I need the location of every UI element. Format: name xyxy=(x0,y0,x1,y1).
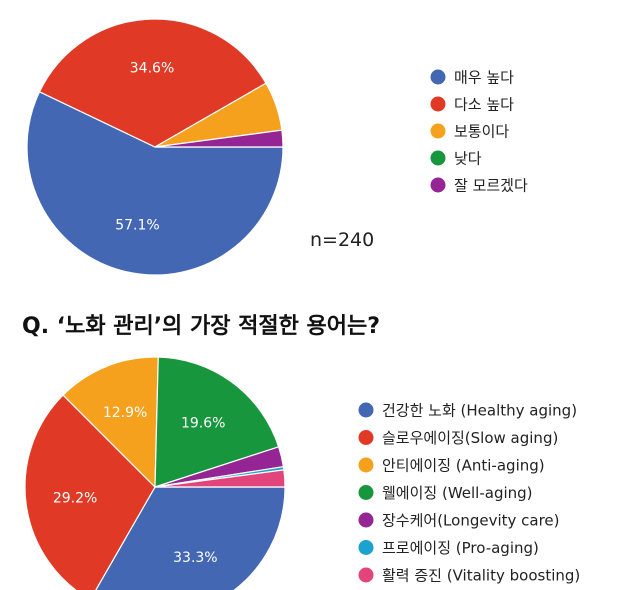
pie2-slice-6 xyxy=(154,469,286,488)
pie1-slice-4 xyxy=(154,129,284,148)
pie-chart-1: 57.1% 34.6% xyxy=(26,18,284,276)
pie2-slice-3 xyxy=(154,356,280,488)
legend1-swatch-2 xyxy=(430,123,446,139)
legend1-swatch-3 xyxy=(430,150,446,166)
pie2-slice-label-0: 33.3% xyxy=(173,550,217,566)
pie1-slice-label-0: 57.1% xyxy=(115,217,159,233)
legend2-label-6: 활력 증진 (Vitality boosting) xyxy=(382,567,580,585)
legend1-swatch-4 xyxy=(430,177,446,193)
legend2-label-1: 슬로우에이징(Slow aging) xyxy=(382,429,558,447)
legend2-label-3: 웰에이징 (Well-aging) xyxy=(382,484,533,502)
legend1-swatch-1 xyxy=(430,96,446,112)
legend2-swatch-0 xyxy=(358,402,374,418)
pie1-slice-1 xyxy=(38,18,267,148)
legend1-label-1: 다소 높다 xyxy=(454,96,514,114)
pie2-slice-label-3: 19.6% xyxy=(181,415,225,431)
legend2-label-2: 안티에이징 (Anti-aging) xyxy=(382,457,545,475)
legend2-swatch-6 xyxy=(358,567,374,583)
legend2-swatch-2 xyxy=(358,457,374,473)
legend1-label-4: 잘 모르겠다 xyxy=(454,177,528,195)
pie1-slice-label-1: 34.6% xyxy=(130,61,174,77)
legend2-swatch-4 xyxy=(358,512,374,528)
legend2-swatch-1 xyxy=(358,430,374,445)
pie1-slice-0 xyxy=(26,90,284,276)
legend2-swatch-5 xyxy=(358,540,374,555)
legend1-label-3: 낮다 xyxy=(454,150,482,168)
pie2-slice-label-1: 29.2% xyxy=(53,491,97,507)
sample-size-label: n=240 xyxy=(310,229,374,251)
legend1-label-0: 매우 높다 xyxy=(454,69,514,87)
pie2-slice-1 xyxy=(24,394,156,590)
pie2-slice-label-2: 12.9% xyxy=(103,405,147,421)
legend2-label-0: 건강한 노화 (Healthy aging) xyxy=(382,402,577,420)
pie2-slice-0 xyxy=(95,486,286,590)
legend2-label-5: 프로에이징 (Pro-aging) xyxy=(382,539,539,557)
question-title: Q. ‘노화 관리’의 가장 적절한 용어는? xyxy=(22,314,380,339)
pie2-slice-2 xyxy=(62,356,159,489)
legend2-label-4: 장수케어(Longevity care) xyxy=(382,512,560,530)
pie-chart-2: 33.3% 29.2% 12.9% 19.6% xyxy=(24,356,286,590)
legend2-swatch-3 xyxy=(358,485,374,500)
legend1-swatch-0 xyxy=(430,69,446,85)
legend1-label-2: 보통이다 xyxy=(454,123,509,141)
legend-2: 건강한 노화 (Healthy aging) 슬로우에이징(Slow aging)… xyxy=(358,402,580,585)
